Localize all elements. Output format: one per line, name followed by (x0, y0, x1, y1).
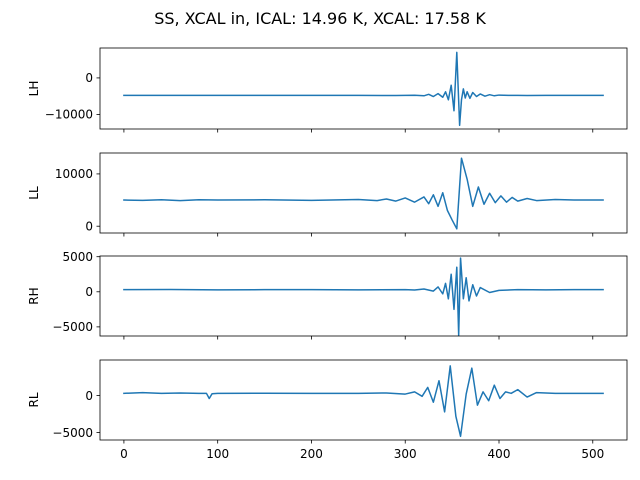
subplot-rl: −5000 0 0 100 200 300 400 500 RL (27, 359, 628, 461)
subplot-lh: −10000 0 LH (27, 47, 628, 133)
series-line-lh (123, 51, 604, 127)
y-tick-label: 0 (85, 389, 93, 403)
x-tick-label: 400 (488, 447, 511, 461)
y-tick-label: 5000 (62, 250, 93, 264)
series-line-rl (123, 365, 604, 438)
y-tick-label: −10000 (45, 108, 93, 122)
x-tick-label: 500 (581, 447, 604, 461)
subplot-panels: −10000 0 LH 0 10000 LL −5000 0 5000 RH −5000 0 0 100 2… (27, 47, 628, 461)
axes-frame (99, 255, 628, 337)
y-axis-label: LL (27, 186, 41, 200)
figure-title: SS, XCAL in, ICAL: 14.96 K, XCAL: 17.58 … (154, 9, 486, 28)
x-tick-label: 200 (300, 447, 323, 461)
y-axis-label: RH (27, 287, 41, 304)
y-tick-label: 0 (85, 219, 93, 233)
series-line-rh (123, 257, 604, 337)
y-tick-label: 0 (85, 285, 93, 299)
y-axis-label: RL (27, 392, 41, 407)
y-tick-label: −5000 (52, 426, 93, 440)
y-tick-label: 10000 (55, 167, 93, 181)
y-axis-label: LH (27, 81, 41, 97)
subplot-rh: −5000 0 5000 RH (27, 250, 628, 340)
series-line-ll (123, 157, 604, 230)
axes-frame (99, 359, 628, 441)
x-tick-label: 0 (120, 447, 128, 461)
y-tick-label: −5000 (52, 320, 93, 334)
y-tick-label: 0 (85, 71, 93, 85)
x-tick-label: 300 (394, 447, 417, 461)
axes-frame (99, 152, 628, 234)
x-tick-label: 100 (206, 447, 229, 461)
axes-frame (99, 47, 628, 130)
subplot-ll: 0 10000 LL (27, 152, 628, 237)
